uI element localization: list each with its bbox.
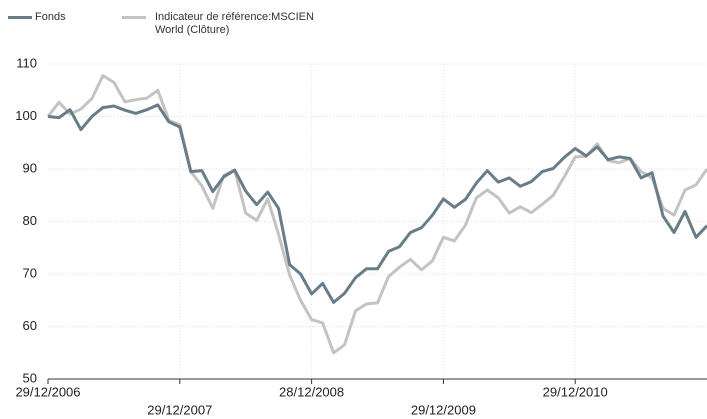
y-tick-label: 50 — [23, 370, 37, 385]
legend-swatch — [122, 16, 146, 19]
series-line — [47, 103, 707, 304]
y-tick-label: 70 — [23, 265, 37, 280]
series-line — [46, 74, 707, 355]
legend-label: Indicateur de référence:MSCIEN World (Cl… — [155, 11, 314, 36]
x-tick-label: 29/12/2009 — [411, 402, 476, 417]
y-tick-label: 90 — [23, 160, 37, 175]
x-tick-label: 29/12/2010 — [543, 384, 608, 399]
x-tick-label: 29/12/2006 — [15, 384, 80, 399]
y-tick-label: 100 — [15, 108, 37, 123]
legend-swatch — [8, 16, 32, 19]
legend-label: Fonds — [35, 11, 66, 23]
x-tick-label: 29/12/2007 — [147, 402, 212, 417]
y-tick-label: 80 — [23, 213, 37, 228]
y-tick-label: 110 — [16, 55, 37, 70]
x-tick-label: 28/12/2008 — [279, 384, 344, 399]
y-tick-label: 60 — [23, 318, 37, 333]
